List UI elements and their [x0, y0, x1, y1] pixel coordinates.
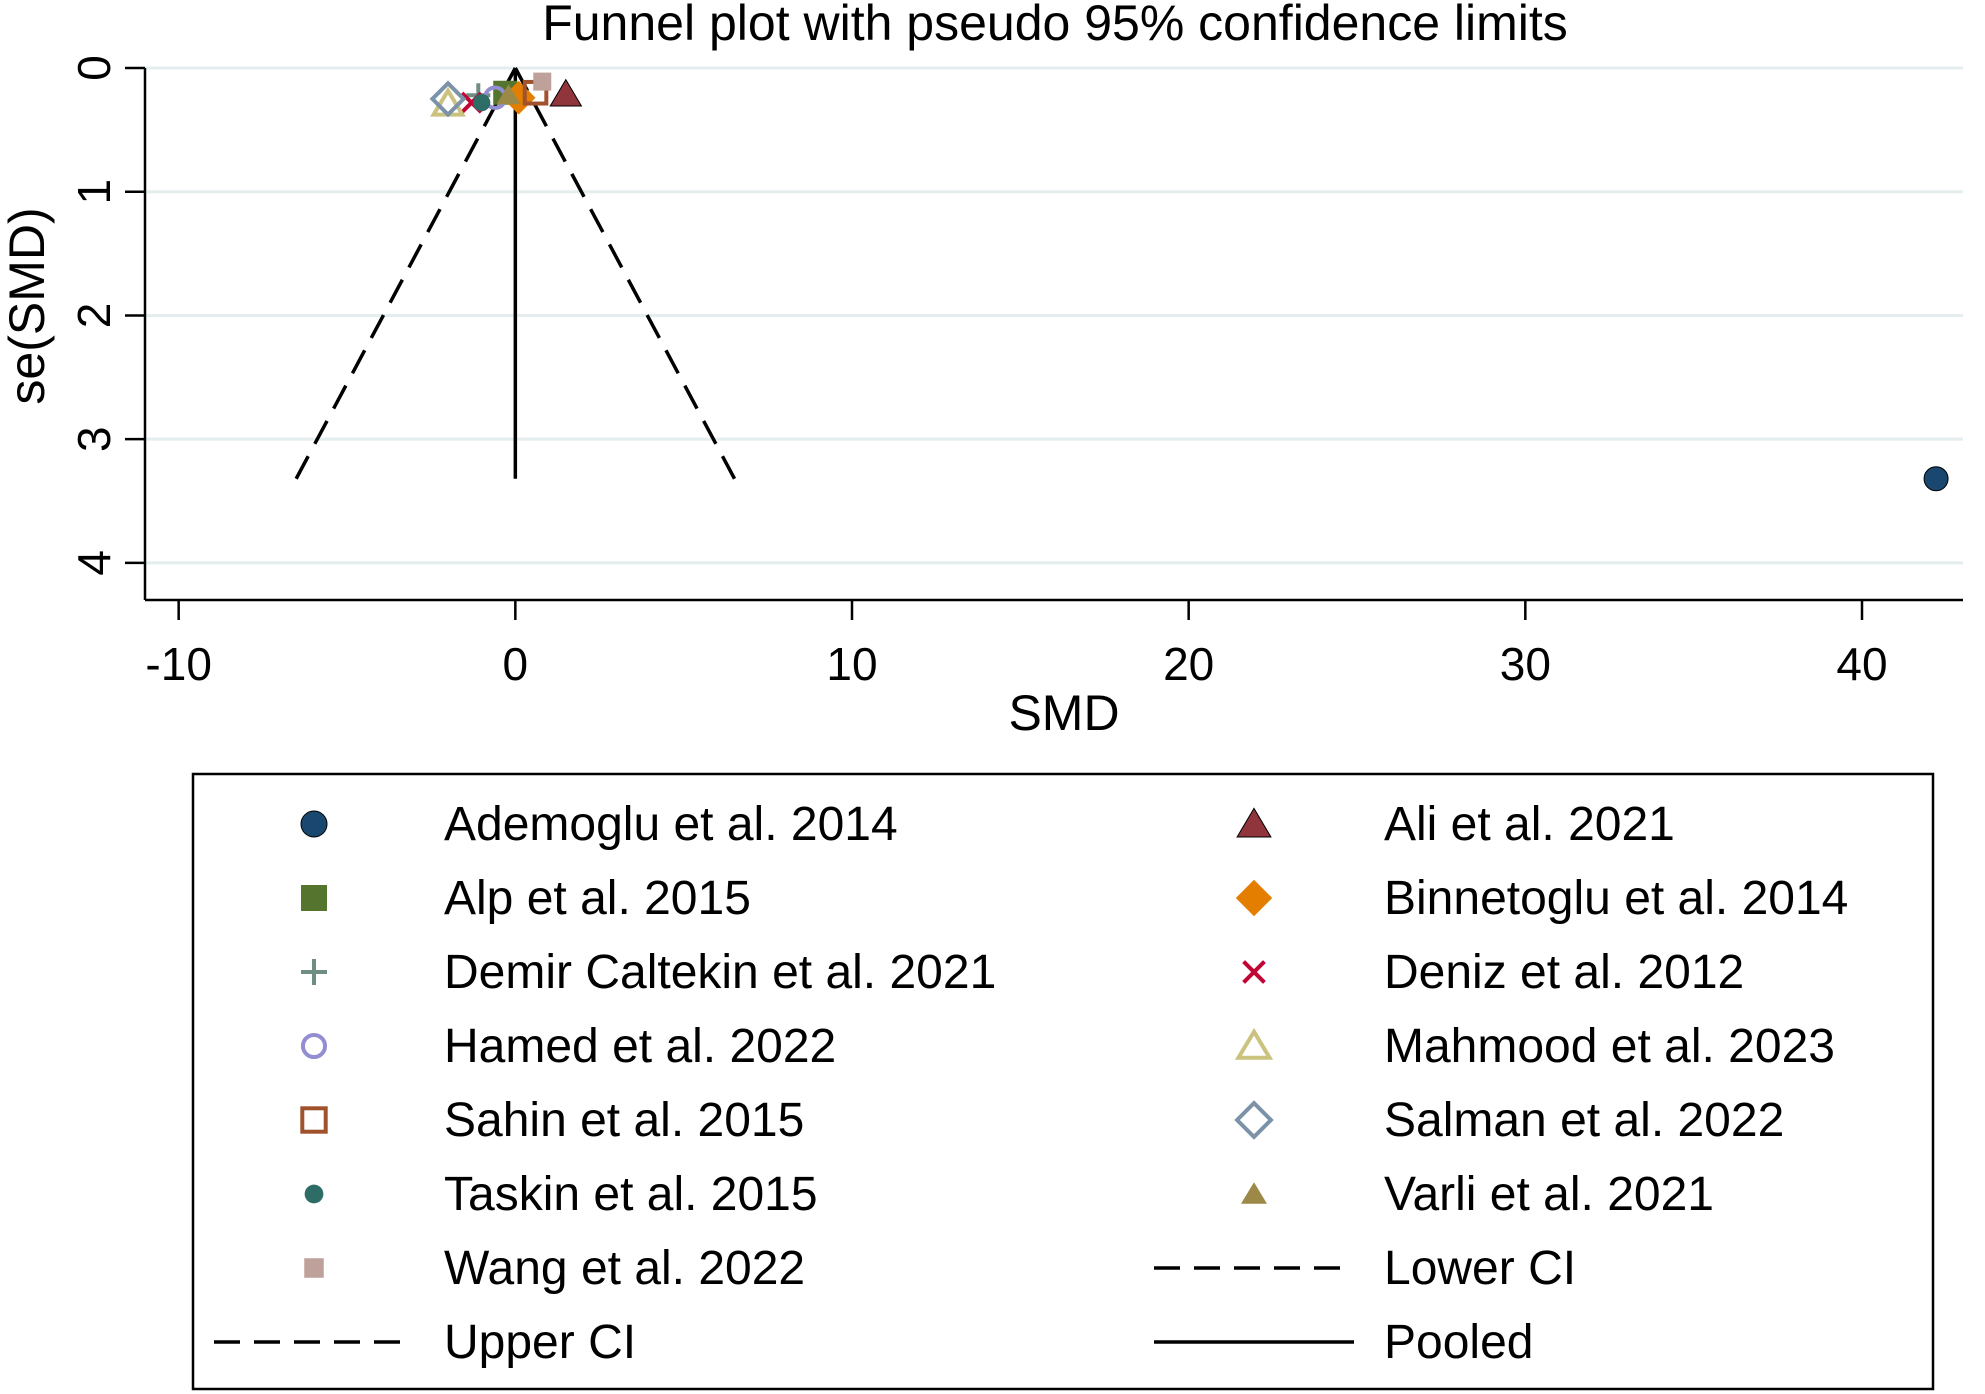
plot-frame	[143, 68, 1963, 602]
y-tick-label: 0	[68, 55, 120, 81]
point-wang-et-al-2022	[533, 72, 552, 91]
legend-label: Hamed et al. 2022	[444, 1020, 836, 1073]
x-tick-label: 30	[1500, 638, 1551, 690]
legend-item-alp-et-al-2015: Alp et al. 2015	[301, 872, 751, 925]
point-varli-et-al-2021	[496, 84, 521, 105]
legend-label: Ali et al. 2021	[1384, 798, 1675, 851]
legend-label: Binnetoglu et al. 2014	[1384, 872, 1848, 925]
legend-symbol	[1236, 807, 1272, 838]
point-binnetoglu-et-al-2014	[501, 80, 536, 115]
legend-symbol	[1241, 1182, 1267, 1204]
legend-symbol	[1235, 879, 1273, 917]
legend-symbol	[304, 1184, 324, 1204]
data-points	[429, 72, 1949, 492]
legend-item-lower-ci: Lower CI	[1154, 1242, 1576, 1295]
legend-item-binnetoglu-et-al-2014: Binnetoglu et al. 2014	[1235, 872, 1848, 925]
y-axis: 0 1 2 3 4	[68, 55, 145, 576]
ci-lines	[294, 67, 737, 480]
legend-label: Pooled	[1384, 1316, 1533, 1369]
y-tick-label: 1	[68, 179, 120, 205]
legend-label: Demir Caltekin et al. 2021	[444, 946, 996, 999]
legend-symbol	[300, 810, 328, 838]
legend-item-ademoglu-et-al-2014: Ademoglu et al. 2014	[300, 798, 898, 851]
x-tick-label: 10	[826, 638, 877, 690]
legend-item-ali-et-al-2021: Ali et al. 2021	[1236, 798, 1675, 851]
legend-item-sahin-et-al-2015: Sahin et al. 2015	[300, 1094, 804, 1147]
legend-item-varli-et-al-2021: Varli et al. 2021	[1241, 1168, 1714, 1221]
legend-label: Varli et al. 2021	[1384, 1168, 1714, 1221]
x-axis-label: SMD	[1008, 685, 1119, 741]
legend-symbol	[1234, 1027, 1274, 1060]
legend-label: Taskin et al. 2015	[444, 1168, 818, 1221]
legend-symbol	[300, 1032, 328, 1060]
legend-label: Salman et al. 2022	[1384, 1094, 1784, 1147]
legend-symbol	[304, 1258, 324, 1278]
legend-label: Ademoglu et al. 2014	[444, 798, 898, 851]
legend-symbol	[301, 885, 327, 911]
y-axis-label: se(SMD)	[0, 207, 55, 404]
legend-symbol	[1242, 960, 1266, 984]
legend-symbol	[301, 959, 327, 985]
y-tick-label: 4	[68, 550, 120, 576]
legend-label: Deniz et al. 2012	[1384, 946, 1744, 999]
x-tick-label: 40	[1836, 638, 1887, 690]
x-tick-label: 20	[1163, 638, 1214, 690]
point-ali-et-al-2021	[549, 78, 583, 107]
point-salman-et-al-2022	[429, 80, 467, 118]
legend-item-deniz-et-al-2012: Deniz et al. 2012	[1242, 946, 1744, 999]
point-taskin-et-al-2015	[473, 94, 491, 112]
legend-item-upper-ci: Upper CI	[214, 1316, 636, 1369]
legend-label: Wang et al. 2022	[444, 1242, 805, 1295]
legend-label: Sahin et al. 2015	[444, 1094, 804, 1147]
x-tick-label: -10	[145, 638, 211, 690]
legend-item-demir-caltekin-et-al-2021: Demir Caltekin et al. 2021	[301, 946, 996, 999]
legend-item-wang-et-al-2022: Wang et al. 2022	[304, 1242, 805, 1295]
legend-item-hamed-et-al-2022: Hamed et al. 2022	[300, 1020, 836, 1073]
y-tick-label: 3	[68, 426, 120, 452]
legend-label: Upper CI	[444, 1316, 636, 1369]
legend-frame	[191, 772, 1935, 1391]
point-ademoglu-et-al-2014	[1923, 466, 1949, 492]
legend-symbol	[1234, 1100, 1274, 1140]
legend: Ademoglu et al. 2014 Ali et al. 2021 Alp e…	[191, 772, 1935, 1391]
x-tick-label: 0	[503, 638, 529, 690]
legend-item-taskin-et-al-2015: Taskin et al. 2015	[304, 1168, 818, 1221]
legend-label: Lower CI	[1384, 1242, 1576, 1295]
chart-title: Funnel plot with pseudo 95% confidence l…	[542, 0, 1568, 51]
legend-item-salman-et-al-2022: Salman et al. 2022	[1234, 1094, 1784, 1147]
legend-label: Mahmood et al. 2023	[1384, 1020, 1835, 1073]
y-tick-label: 2	[68, 303, 120, 329]
legend-item-pooled: Pooled	[1154, 1316, 1533, 1369]
legend-symbol	[300, 1106, 328, 1134]
x-axis: -10 0 10 20 30 40	[145, 600, 1888, 690]
legend-label: Alp et al. 2015	[444, 872, 751, 925]
legend-item-mahmood-et-al-2023: Mahmood et al. 2023	[1234, 1020, 1835, 1073]
